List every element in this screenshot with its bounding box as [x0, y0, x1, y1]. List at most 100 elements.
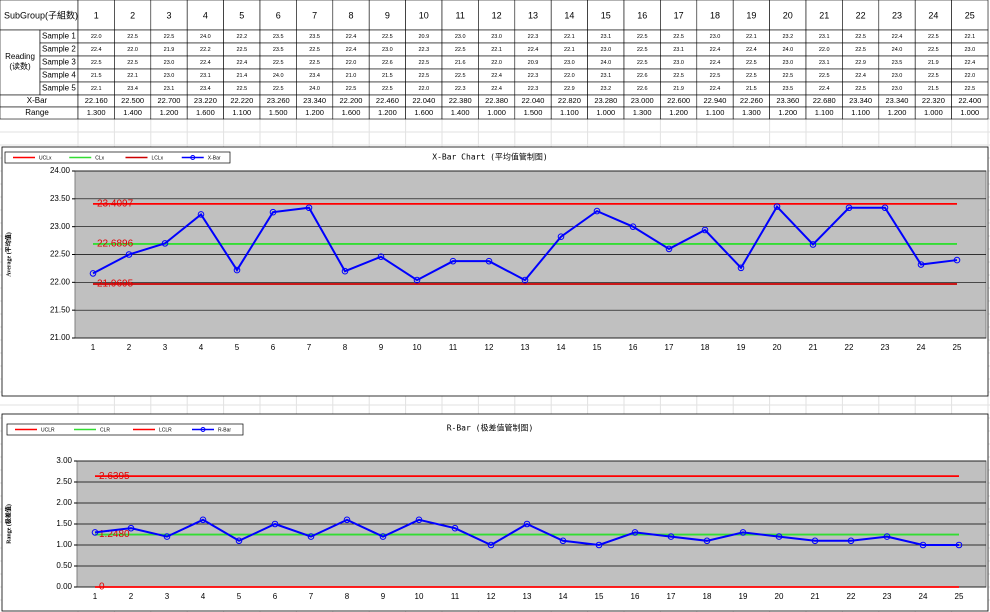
- cell: [405, 0, 443, 31]
- sample-value: 22.5: [236, 86, 247, 92]
- x-tick-label: 2: [127, 343, 132, 352]
- x-tick-label: 25: [953, 343, 962, 352]
- sample-value: 22.6: [382, 60, 393, 66]
- summary-value: 1.500: [269, 108, 288, 117]
- sample-value: 22.5: [418, 73, 429, 79]
- column-header: 10: [419, 10, 429, 20]
- sample-value: 22.1: [491, 47, 502, 53]
- sample-value: 22.1: [564, 34, 575, 40]
- data-point: [701, 226, 709, 234]
- x-tick-label: 19: [737, 343, 746, 352]
- chart-title: X-Bar Chart (平均值管制图): [432, 152, 547, 162]
- cell: [951, 106, 989, 120]
- sample-value: 22.5: [710, 73, 721, 79]
- summary-value: 1.100: [706, 108, 725, 117]
- column-header: 3: [166, 10, 171, 20]
- sample-value: 22.4: [746, 47, 757, 53]
- sample-value: 22.5: [382, 86, 393, 92]
- control-limit-label: 22.6896: [97, 239, 134, 250]
- data-point: [773, 203, 781, 210]
- summary-value: 1.600: [414, 108, 433, 117]
- sample-value: 22.4: [346, 47, 357, 53]
- summary-value: 1.200: [160, 108, 179, 117]
- sample-value: 22.5: [673, 73, 684, 79]
- sample-value: 22.5: [782, 73, 793, 79]
- column-header: 1: [94, 10, 99, 20]
- data-point: [235, 537, 243, 545]
- column-header: 4: [203, 10, 208, 20]
- sample-value: 22.3: [528, 34, 539, 40]
- sample-value: 23.1: [673, 47, 684, 53]
- sample-value: 23.0: [892, 86, 903, 92]
- sample-value: 22.5: [746, 60, 757, 66]
- summary-value: 23.220: [194, 96, 217, 105]
- summary-value: 22.400: [958, 96, 981, 105]
- x-tick-label: 13: [521, 343, 530, 352]
- sample-value: 22.5: [309, 47, 320, 53]
- sample-value: 22.5: [127, 34, 138, 40]
- data-point: [89, 270, 97, 277]
- sample-value: 22.4: [710, 60, 721, 66]
- y-tick-label: 1.50: [56, 519, 72, 528]
- sample-value: 22.5: [273, 86, 284, 92]
- sample-value: 22.4: [528, 47, 539, 53]
- legend-label: R-Bar: [218, 427, 231, 433]
- sample-value: 22.9: [855, 60, 866, 66]
- sample-value: 22.5: [637, 60, 648, 66]
- sample-value: 22.4: [236, 60, 247, 66]
- sample-value: 21.9: [928, 60, 939, 66]
- sample-value: 22.0: [491, 60, 502, 66]
- summary-value: 1.200: [305, 108, 324, 117]
- sample-value: 22.4: [710, 86, 721, 92]
- sample-value: 22.1: [746, 34, 757, 40]
- sample-value: 21.9: [164, 47, 175, 53]
- y-tick-label: 21.50: [50, 305, 71, 314]
- summary-value: 1.100: [232, 108, 251, 117]
- column-header: 9: [385, 10, 390, 20]
- column-header: 23: [892, 10, 902, 20]
- summary-value: 1.000: [596, 108, 615, 117]
- sample-value: 23.5: [782, 86, 793, 92]
- data-point: [737, 264, 745, 272]
- data-point: [955, 541, 963, 549]
- data-point: [809, 241, 817, 248]
- x-tick-label: 4: [199, 343, 204, 352]
- y-tick-label: 23.50: [50, 194, 71, 203]
- sample-value: 22.5: [455, 73, 466, 79]
- sample-value: 22.5: [273, 60, 284, 66]
- column-header: 14: [564, 10, 574, 20]
- data-point: [775, 533, 783, 540]
- reading-label: (读数): [9, 61, 31, 71]
- x-tick-label: 15: [593, 343, 602, 352]
- sample-value: 22.0: [127, 47, 138, 53]
- cell: [478, 0, 516, 31]
- sample-value: 23.5: [309, 34, 320, 40]
- sample-value: 22.4: [964, 60, 975, 66]
- sample-value: 23.0: [782, 60, 793, 66]
- sample-value: 22.5: [637, 47, 648, 53]
- sample-value: 23.4: [200, 86, 211, 92]
- sample-value: 21.0: [346, 73, 357, 79]
- column-header: 13: [528, 10, 538, 20]
- column-header: 15: [601, 10, 611, 20]
- data-point: [881, 204, 889, 212]
- x-tick-label: 18: [701, 343, 710, 352]
- summary-value: 1.400: [451, 108, 470, 117]
- column-header: 11: [456, 10, 465, 20]
- column-header: 7: [312, 10, 317, 20]
- sample-value: 22.5: [418, 60, 429, 66]
- chart-title: R-Bar (极差值管制图): [447, 423, 534, 433]
- sample-value: 22.5: [637, 34, 648, 40]
- data-point: [125, 251, 133, 258]
- summary-value: 1.200: [669, 108, 688, 117]
- data-point: [451, 524, 459, 532]
- data-point: [377, 253, 385, 261]
- column-header: 2: [130, 10, 135, 20]
- x-tick-label: 20: [775, 592, 784, 601]
- x-tick-label: 8: [343, 343, 348, 352]
- y-axis-label: Average (平均值): [4, 232, 12, 276]
- data-point: [665, 245, 673, 253]
- sample-value: 22.0: [564, 73, 575, 79]
- data-point: [559, 537, 567, 545]
- cell: [805, 0, 843, 31]
